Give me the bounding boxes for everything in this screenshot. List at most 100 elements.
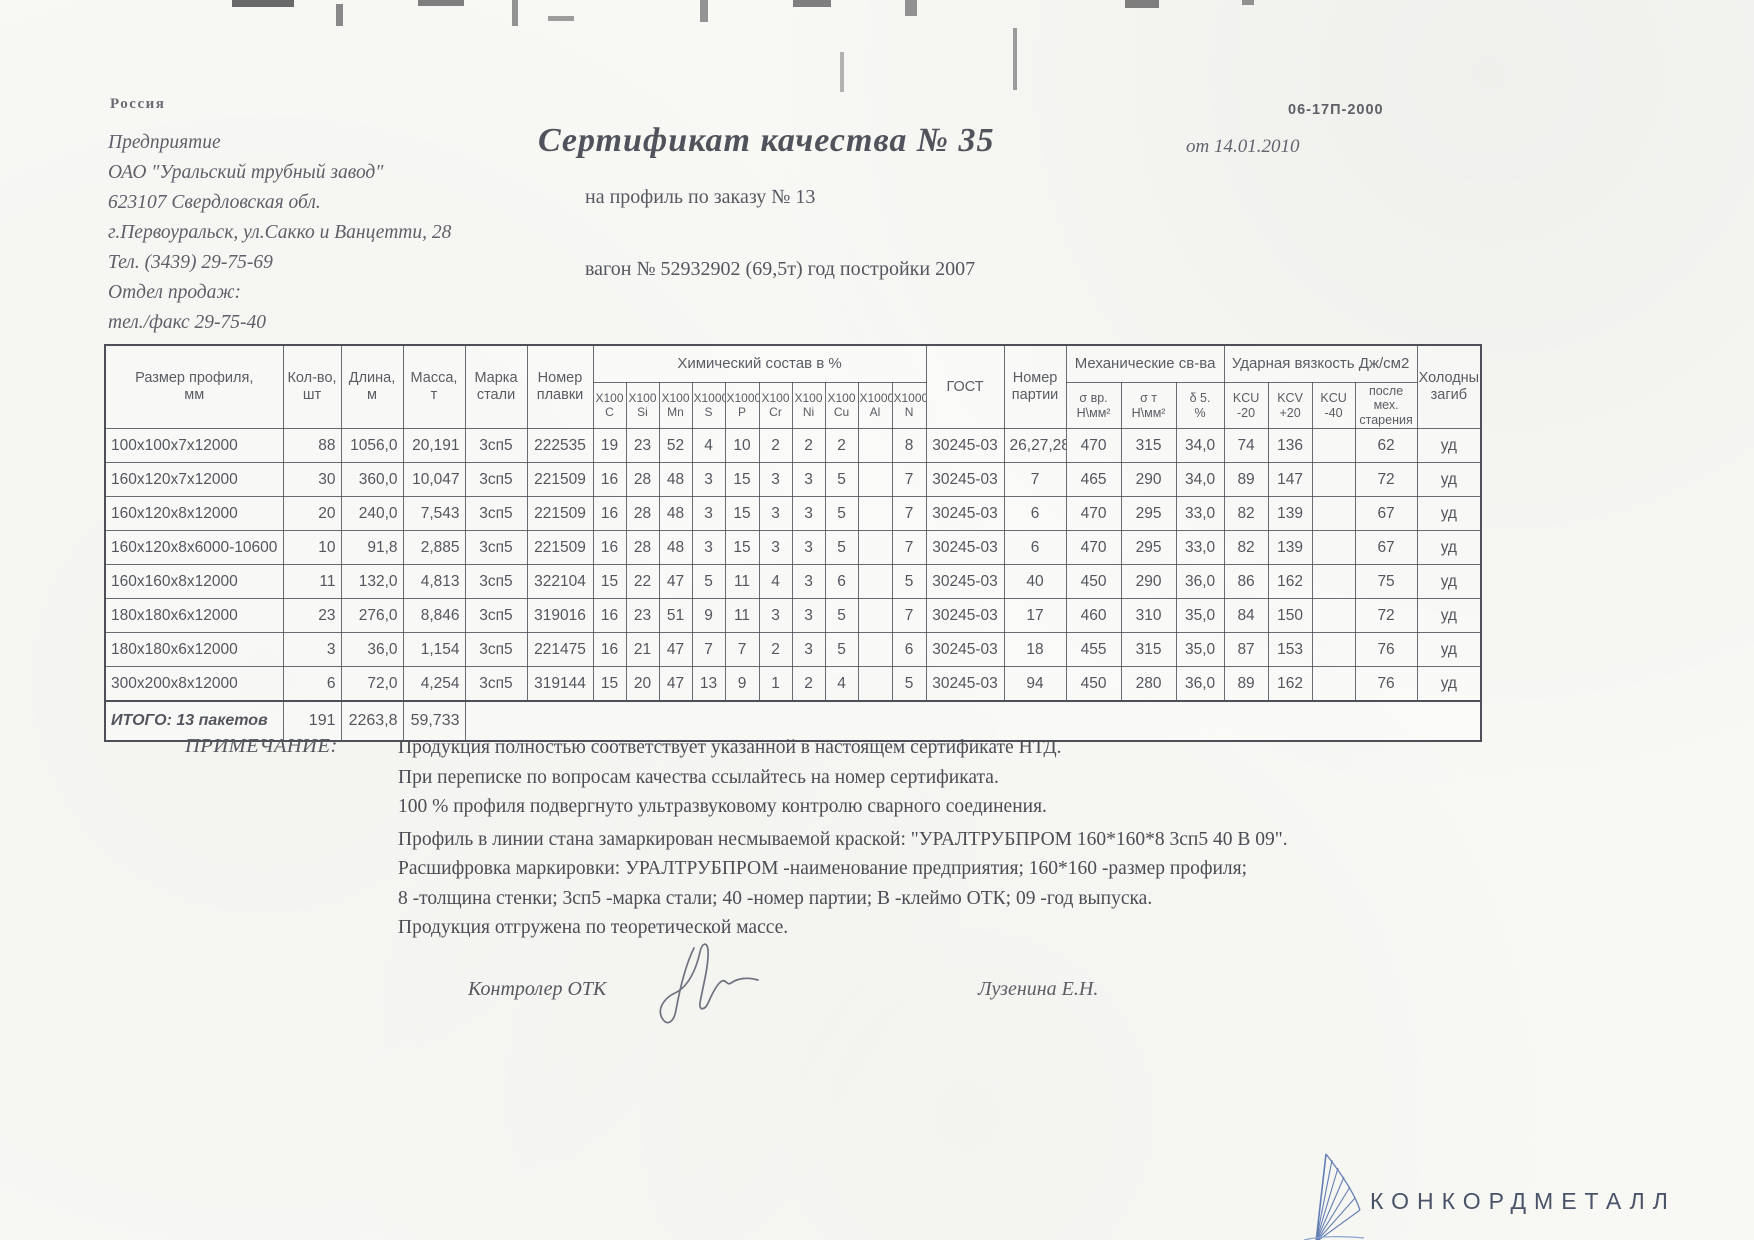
header-cell: после мех. старения: [1354, 381, 1418, 430]
table-cell: 10: [282, 530, 342, 566]
table-cell: 7: [691, 632, 726, 668]
table-cell: 72,0: [340, 666, 404, 702]
table-cell: 276,0: [340, 598, 404, 634]
table-cell: 3сп5: [464, 530, 528, 566]
table-cell: 310: [1120, 598, 1177, 634]
table-cell: уд: [1416, 530, 1482, 566]
table-cell: 4,254: [402, 666, 466, 702]
table-cell: уд: [1416, 666, 1482, 702]
table-cell: 280: [1120, 666, 1177, 702]
note-line: 100 % профиля подвергнуто ультразвуковом…: [398, 796, 1047, 817]
header-cell: Холодный загиб: [1416, 344, 1482, 430]
table-cell: 36,0: [1175, 564, 1225, 600]
table-cell: 3сп5: [464, 428, 528, 464]
table-row: 300x200x8x12000 6 72,0 4,254 3сп5 319144 15 20 4…: [104, 666, 1482, 702]
table-cell: 67: [1354, 530, 1418, 566]
table-cell: 300x200x8x12000: [104, 666, 284, 702]
scan-artifact: [793, 0, 831, 7]
table-cell: 88: [282, 428, 342, 464]
table-cell: [1311, 530, 1356, 566]
table-cell: 295: [1120, 496, 1177, 532]
notes-label: ПРИМЕЧАНИЕ:: [185, 735, 338, 757]
table-cell: 460: [1065, 598, 1122, 634]
table-cell: 3сп5: [464, 598, 528, 634]
table-cell: 100x100x7x12000: [104, 428, 284, 464]
header-cell: ГОСТ: [925, 344, 1005, 430]
table-cell: 82: [1223, 496, 1269, 532]
table-cell: 180x180x6x12000: [104, 632, 284, 668]
scan-artifact: [840, 52, 844, 92]
table-cell: 82: [1223, 530, 1269, 566]
table-cell: 9: [724, 666, 760, 702]
table-cell: 30245-03: [925, 462, 1005, 498]
table-cell: 4: [758, 564, 793, 600]
table-cell: 28: [625, 462, 660, 498]
table-cell: 36,0: [1175, 666, 1225, 702]
table-cell: 465: [1065, 462, 1122, 498]
table-cell: 3: [791, 530, 826, 566]
header-cell: Химический состав в %: [592, 344, 927, 383]
table-cell: 470: [1065, 530, 1122, 566]
letterhead-line: ОАО "Уральский трубный завод": [108, 162, 384, 183]
logo: КОНКОРДМЕТАЛЛ: [1302, 1148, 1754, 1240]
table-cell: 7: [891, 530, 927, 566]
letterhead-line: Отдел продаж:: [108, 282, 242, 303]
concord-metal-icon: [1302, 1148, 1366, 1240]
header-cell: δ 5. %: [1175, 381, 1225, 430]
table-cell: 19: [592, 428, 627, 464]
table-cell: 23: [625, 598, 660, 634]
letterhead-line: Предприятие: [108, 132, 221, 153]
total-cell: 2263,8: [340, 700, 404, 742]
table-cell: 15: [724, 530, 760, 566]
table-cell: [1311, 632, 1356, 668]
table-cell: 290: [1120, 564, 1177, 600]
table-cell: 160x120x8x6000-10600: [104, 530, 284, 566]
table-cell: уд: [1416, 598, 1482, 634]
table-cell: 67: [1354, 496, 1418, 532]
table-cell: 94: [1003, 666, 1067, 702]
table-cell: 36,0: [340, 632, 404, 668]
header-cell: KCU -20: [1223, 381, 1269, 430]
table-cell: 30: [282, 462, 342, 498]
table-cell: 34,0: [1175, 428, 1225, 464]
letterhead-line: г.Первоуральск, ул.Сакко и Ванцетти, 28: [108, 222, 452, 243]
table-cell: 28: [625, 496, 660, 532]
table-cell: 3: [691, 496, 726, 532]
table-cell: 2: [758, 428, 793, 464]
header-cell: Марка стали: [464, 344, 528, 430]
table-cell: 30245-03: [925, 564, 1005, 600]
header-cell: Механические св-ва: [1065, 344, 1225, 383]
table-cell: 3: [791, 462, 826, 498]
table-row: 180x180x6x12000 3 36,0 1,154 3сп5 221475 16 21 4…: [104, 632, 1482, 668]
table-cell: 15: [724, 462, 760, 498]
table-row: 160x120x7x12000 30 360,0 10,047 3сп5 221509 16…: [104, 462, 1482, 498]
table-cell: 5: [691, 564, 726, 600]
scan-artifact: [336, 4, 343, 26]
table-cell: 48: [658, 462, 693, 498]
table-cell: 3: [758, 530, 793, 566]
table-cell: [857, 428, 893, 464]
table-cell: 16: [592, 462, 627, 498]
table-cell: 13: [691, 666, 726, 702]
table-cell: 3: [758, 462, 793, 498]
table-cell: 21: [625, 632, 660, 668]
table-cell: 20: [625, 666, 660, 702]
table-cell: 89: [1223, 462, 1269, 498]
signature-scribble: [628, 930, 788, 1045]
header-cell: KCV +20: [1267, 381, 1313, 430]
scan-artifact: [548, 16, 574, 21]
table-cell: 360,0: [340, 462, 404, 498]
scan-artifact: [905, 0, 917, 16]
table-cell: 35,0: [1175, 632, 1225, 668]
table-cell: [1311, 666, 1356, 702]
table-cell: 8: [891, 428, 927, 464]
header-cell: σ т Н\мм²: [1120, 381, 1177, 430]
table-cell: 221475: [526, 632, 594, 668]
note-line: При переписке по вопросам качества ссыла…: [398, 766, 999, 788]
table-cell: 51: [658, 598, 693, 634]
table-cell: 290: [1120, 462, 1177, 498]
table-cell: 3сп5: [464, 462, 528, 498]
table-cell: 16: [592, 496, 627, 532]
header-cell: X1000 S: [691, 381, 726, 430]
table-cell: 9: [691, 598, 726, 634]
